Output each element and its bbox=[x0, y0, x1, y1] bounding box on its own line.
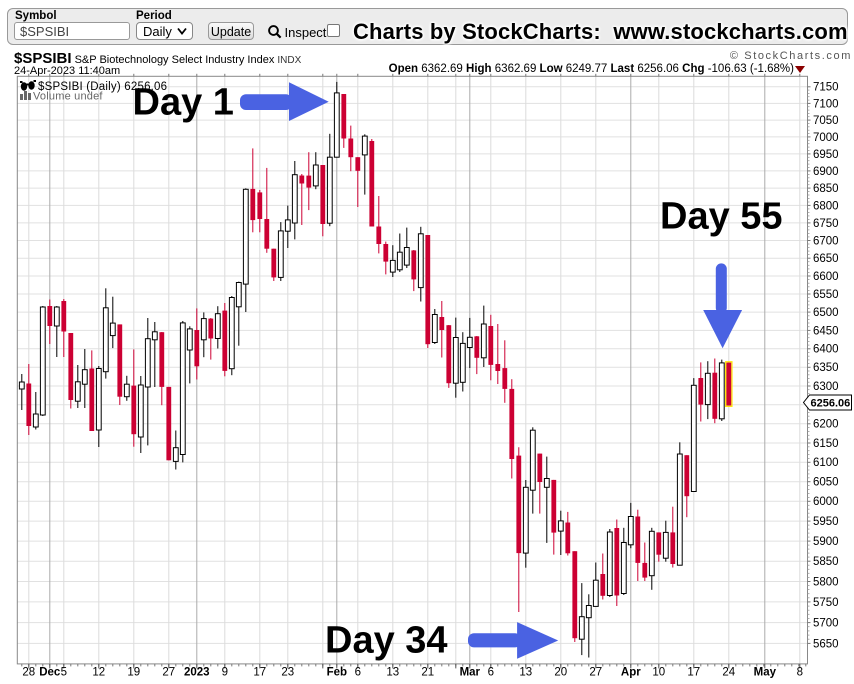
svg-text:20: 20 bbox=[554, 667, 567, 679]
svg-text:27: 27 bbox=[162, 667, 175, 679]
svg-text:5900: 5900 bbox=[813, 536, 839, 548]
svg-text:6200: 6200 bbox=[813, 419, 839, 431]
svg-text:6: 6 bbox=[488, 667, 494, 679]
svg-text:6600: 6600 bbox=[813, 271, 839, 283]
svg-text:2023: 2023 bbox=[184, 667, 210, 679]
svg-text:6500: 6500 bbox=[813, 307, 839, 319]
svg-text:7000: 7000 bbox=[813, 132, 839, 144]
svg-text:13: 13 bbox=[386, 667, 399, 679]
svg-text:6350: 6350 bbox=[813, 362, 839, 374]
svg-text:Apr: Apr bbox=[621, 667, 641, 679]
svg-text:6750: 6750 bbox=[813, 218, 839, 230]
svg-text:Day 55: Day 55 bbox=[660, 196, 783, 238]
svg-text:Day 1: Day 1 bbox=[133, 82, 234, 124]
svg-text:$SPSIBI (Daily) 6256.06: $SPSIBI (Daily) 6256.06 bbox=[38, 81, 167, 93]
svg-text:6300: 6300 bbox=[813, 381, 839, 393]
svg-text:6800: 6800 bbox=[813, 200, 839, 212]
svg-text:6550: 6550 bbox=[813, 289, 839, 301]
svg-text:6256.06: 6256.06 bbox=[811, 398, 851, 410]
svg-text:6: 6 bbox=[355, 667, 361, 679]
svg-text:6900: 6900 bbox=[813, 166, 839, 178]
svg-text:21: 21 bbox=[421, 667, 434, 679]
svg-text:5650: 5650 bbox=[813, 638, 839, 650]
svg-text:8: 8 bbox=[797, 667, 803, 679]
svg-text:10: 10 bbox=[652, 667, 665, 679]
svg-text:6100: 6100 bbox=[813, 457, 839, 469]
svg-text:Feb: Feb bbox=[327, 667, 347, 679]
svg-text:13: 13 bbox=[519, 667, 532, 679]
svg-text:7100: 7100 bbox=[813, 98, 839, 110]
svg-text:6450: 6450 bbox=[813, 325, 839, 337]
svg-text:5850: 5850 bbox=[813, 556, 839, 568]
svg-text:5800: 5800 bbox=[813, 576, 839, 588]
svg-text:7050: 7050 bbox=[813, 115, 839, 127]
svg-text:Volume undef: Volume undef bbox=[33, 91, 103, 103]
svg-text:6950: 6950 bbox=[813, 149, 839, 161]
svg-text:6700: 6700 bbox=[813, 235, 839, 247]
svg-text:6650: 6650 bbox=[813, 253, 839, 265]
svg-text:6150: 6150 bbox=[813, 438, 839, 450]
svg-text:5: 5 bbox=[61, 667, 67, 679]
svg-text:28: 28 bbox=[22, 667, 35, 679]
svg-text:12: 12 bbox=[92, 667, 105, 679]
svg-text:Mar: Mar bbox=[460, 667, 481, 679]
svg-text:5950: 5950 bbox=[813, 516, 839, 528]
svg-text:5750: 5750 bbox=[813, 597, 839, 609]
svg-text:17: 17 bbox=[253, 667, 266, 679]
svg-text:7150: 7150 bbox=[813, 82, 839, 94]
svg-text:5700: 5700 bbox=[813, 618, 839, 630]
svg-text:Dec: Dec bbox=[39, 667, 61, 679]
svg-text:May: May bbox=[754, 667, 777, 679]
svg-text:9: 9 bbox=[222, 667, 228, 679]
svg-text:6000: 6000 bbox=[813, 496, 839, 508]
svg-text:6050: 6050 bbox=[813, 477, 839, 489]
svg-text:19: 19 bbox=[127, 667, 140, 679]
svg-text:17: 17 bbox=[687, 667, 700, 679]
svg-text:6400: 6400 bbox=[813, 344, 839, 356]
svg-text:27: 27 bbox=[589, 667, 602, 679]
svg-text:24: 24 bbox=[722, 667, 735, 679]
svg-text:6850: 6850 bbox=[813, 183, 839, 195]
svg-text:23: 23 bbox=[281, 667, 294, 679]
svg-text:Day 34: Day 34 bbox=[325, 619, 448, 661]
